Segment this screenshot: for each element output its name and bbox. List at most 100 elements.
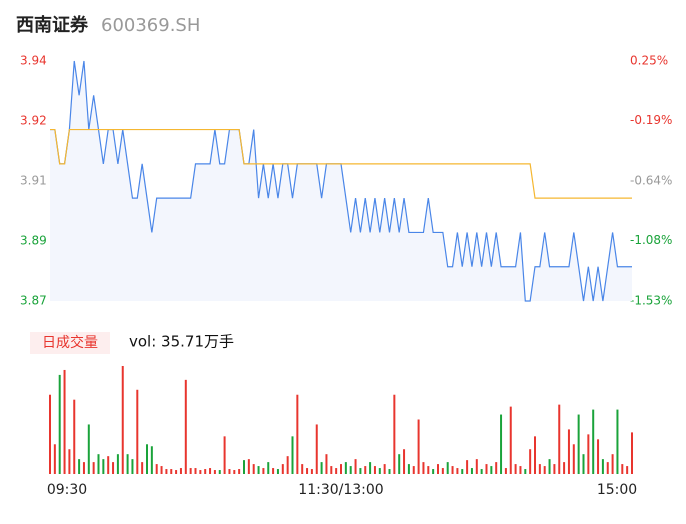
volume-bar [330,466,333,474]
volume-bar [340,464,342,474]
volume-bar [272,468,275,474]
volume-bar [577,414,580,474]
volume-bar [504,468,507,474]
volume-bar [548,459,551,474]
y2-tick-label: -0.64% [630,174,672,188]
volume-bar [233,470,236,474]
volume-bar [427,466,430,474]
volume-bar [606,462,609,474]
volume-bar [417,419,420,474]
price-area [50,61,632,301]
volume-bar [136,389,139,474]
volume-bar [301,464,304,474]
volume-bar [238,469,241,474]
volume-bar [223,436,226,474]
volume-bar [388,469,391,474]
chart-subtitle: 600369.SH [101,15,200,36]
average-line [50,128,632,199]
volume-bar [461,469,464,474]
volume-bar [257,466,260,474]
volume-bar [165,469,168,474]
volume-bar [116,454,119,474]
volume-bar [373,466,376,474]
volume-bar [587,434,590,474]
volume-bar [519,466,522,474]
volume-bar [383,464,386,474]
volume-bar [199,470,202,474]
volume-bar [412,466,415,474]
volume-bar [97,454,100,474]
y-tick-label: 3.92 [20,114,47,128]
volume-bar [500,414,503,474]
volume-bar [509,406,512,474]
volume-bar [490,466,493,474]
volume-bar [582,454,585,474]
volume-bar [592,409,595,474]
x-tick-label: 09:30 [47,482,87,498]
volume-bar [432,469,435,474]
volume-bar [354,459,357,474]
volume-bar [529,449,532,474]
volume-bar [485,464,488,474]
volume-bar [524,469,527,474]
volume-bar [126,454,129,474]
y-tick-label: 3.89 [20,234,47,248]
volume-bar [310,469,313,474]
volume-bar [456,468,459,474]
x-tick-label: 11:30/13:00 [298,482,383,498]
volume-bar [160,466,163,474]
volume-bar [276,469,279,474]
volume-bar [53,444,56,474]
volume-bar [616,409,619,474]
volume-bar [567,429,570,474]
volume-bar [422,462,425,474]
volume-bar [175,470,178,474]
volume-bar [611,454,614,474]
volume-bar [286,456,289,474]
volume-bar [626,466,629,474]
volume-bar [407,464,410,474]
volume-bar [451,466,454,474]
volume-bar [631,432,633,474]
volume-bar [155,464,158,474]
volume-bar [170,469,173,474]
volume-bar [243,460,245,474]
y2-tick-label: -1.08% [630,233,672,247]
volume-bar [213,470,216,474]
volume-bar [514,464,517,474]
volume-bar [403,449,406,474]
volume-bar [398,454,401,474]
volume-bar [267,462,270,474]
chart-title: 西南证券 [16,14,89,36]
volume-bar [252,464,255,474]
volume-bar [112,462,115,474]
volume-bar [325,454,328,474]
volume-bar [150,446,153,474]
volume-bar [359,468,362,474]
volume-bar [369,462,372,474]
volume-bar [194,468,197,474]
volume-bar [184,379,187,474]
volume-bar [563,462,566,474]
volume-bar [538,464,541,474]
y-tick-label: 3.87 [20,294,47,308]
volume-bar [63,369,66,474]
volume-bar [534,436,536,474]
volume-bar [364,466,367,474]
volume-bar [349,466,352,474]
volume-bar [315,424,318,474]
volume-legend: 日成交量 [42,334,98,351]
volume-bar [597,439,600,474]
y2-tick-label: -1.53% [630,294,672,308]
volume-bar [92,462,95,474]
volume-bar [107,456,110,474]
volume-bar [68,449,71,474]
volume-bar [441,468,444,474]
volume-bar [470,468,473,474]
volume-bar [335,468,338,474]
x-tick-label: 15:00 [597,482,637,498]
volume-legend-box [30,332,110,354]
volume-bar [209,468,212,474]
volume-bar [179,468,182,474]
